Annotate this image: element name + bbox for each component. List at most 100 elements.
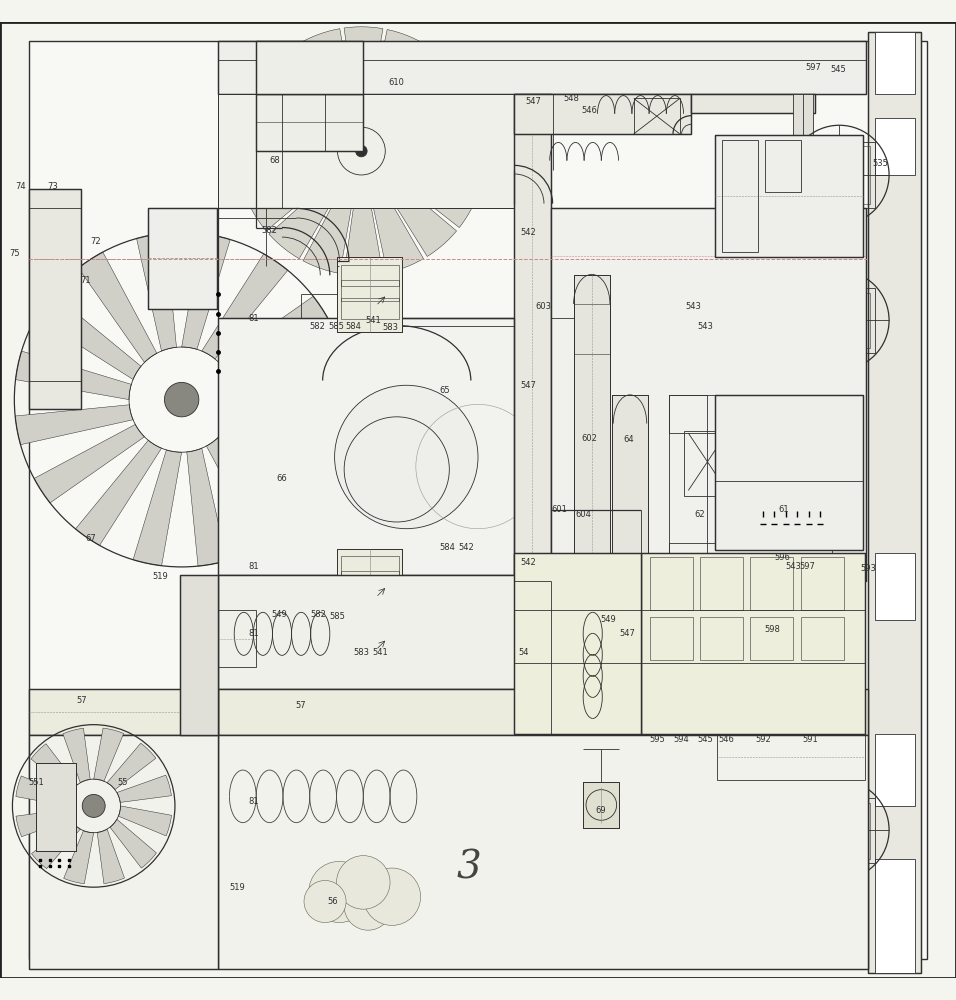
Text: 547: 547	[619, 629, 635, 638]
Text: 597: 597	[799, 562, 815, 571]
Text: 584: 584	[346, 322, 361, 331]
Text: 71: 71	[80, 276, 92, 285]
Bar	[29, 689, 218, 735]
Polygon shape	[202, 254, 288, 359]
Bar	[650, 557, 693, 610]
Text: 75: 75	[9, 249, 20, 258]
Text: 542: 542	[521, 558, 536, 567]
Polygon shape	[78, 252, 157, 362]
Bar	[574, 275, 610, 581]
Text: 542: 542	[521, 228, 536, 237]
Text: 67: 67	[85, 534, 97, 543]
Polygon shape	[64, 831, 94, 884]
Bar	[875, 734, 915, 806]
Polygon shape	[182, 234, 230, 349]
Bar	[551, 208, 866, 581]
Polygon shape	[98, 829, 124, 884]
Bar	[36, 763, 76, 851]
Polygon shape	[34, 424, 144, 503]
Polygon shape	[16, 776, 69, 806]
Text: 585: 585	[329, 322, 344, 331]
Bar	[341, 571, 399, 592]
Polygon shape	[15, 351, 131, 400]
Polygon shape	[31, 744, 77, 793]
Bar	[875, 553, 915, 620]
Bar	[341, 280, 399, 301]
Bar	[650, 617, 693, 660]
Text: 604: 604	[576, 510, 591, 519]
Bar	[218, 94, 533, 208]
Polygon shape	[374, 166, 457, 256]
Bar	[341, 642, 399, 663]
Text: 81: 81	[248, 629, 259, 638]
Text: 591: 591	[803, 734, 818, 744]
Bar	[669, 395, 707, 581]
Bar	[750, 557, 793, 610]
Text: 535: 535	[873, 159, 888, 168]
Text: 545: 545	[698, 734, 713, 744]
Text: 551: 551	[29, 778, 44, 787]
Circle shape	[304, 880, 346, 923]
Polygon shape	[303, 172, 358, 273]
Bar	[218, 735, 868, 969]
Bar	[337, 549, 402, 623]
Text: 582: 582	[310, 322, 325, 331]
Polygon shape	[133, 450, 182, 566]
Text: 594: 594	[674, 734, 689, 744]
Bar	[722, 140, 758, 252]
Text: 546: 546	[581, 106, 597, 115]
Polygon shape	[76, 440, 162, 545]
Text: 55: 55	[118, 778, 127, 787]
Bar	[218, 318, 519, 575]
Text: 72: 72	[90, 237, 101, 246]
Polygon shape	[16, 809, 71, 837]
Text: 603: 603	[535, 302, 551, 311]
Bar	[218, 575, 519, 689]
Bar	[256, 94, 363, 151]
Polygon shape	[32, 192, 59, 230]
Text: 61: 61	[778, 505, 790, 514]
Bar	[341, 298, 399, 319]
Polygon shape	[303, 29, 358, 130]
Bar	[514, 553, 641, 734]
Bar	[256, 41, 363, 94]
Circle shape	[356, 145, 367, 157]
Text: 73: 73	[47, 182, 58, 191]
Polygon shape	[117, 775, 171, 802]
Bar	[868, 32, 921, 973]
Bar	[875, 118, 915, 175]
Text: 584: 584	[440, 543, 455, 552]
Bar	[180, 575, 218, 735]
Polygon shape	[384, 113, 486, 151]
Polygon shape	[32, 822, 80, 869]
Text: 545: 545	[831, 65, 846, 74]
Polygon shape	[119, 806, 171, 836]
Bar	[514, 94, 551, 581]
Polygon shape	[344, 175, 383, 275]
Bar	[514, 94, 691, 134]
Bar	[868, 32, 921, 973]
Text: 593: 593	[860, 564, 876, 573]
Text: 582: 582	[311, 610, 326, 619]
Text: 69: 69	[595, 806, 606, 815]
Bar	[337, 549, 402, 623]
Bar	[700, 617, 743, 660]
Text: 595: 595	[650, 734, 665, 744]
Text: 519: 519	[153, 572, 168, 581]
Bar	[29, 735, 218, 969]
Bar	[341, 556, 399, 577]
Text: 54: 54	[519, 648, 529, 657]
Text: 549: 549	[600, 615, 616, 624]
Polygon shape	[237, 152, 339, 194]
Bar	[641, 553, 865, 734]
Polygon shape	[219, 296, 329, 375]
Bar	[700, 557, 743, 610]
Text: 583: 583	[354, 648, 369, 657]
Bar	[715, 135, 863, 257]
Bar	[218, 41, 866, 94]
Bar	[574, 275, 610, 581]
Bar	[341, 609, 399, 630]
Bar	[29, 735, 218, 969]
Text: 57: 57	[76, 696, 87, 705]
Polygon shape	[137, 233, 177, 351]
